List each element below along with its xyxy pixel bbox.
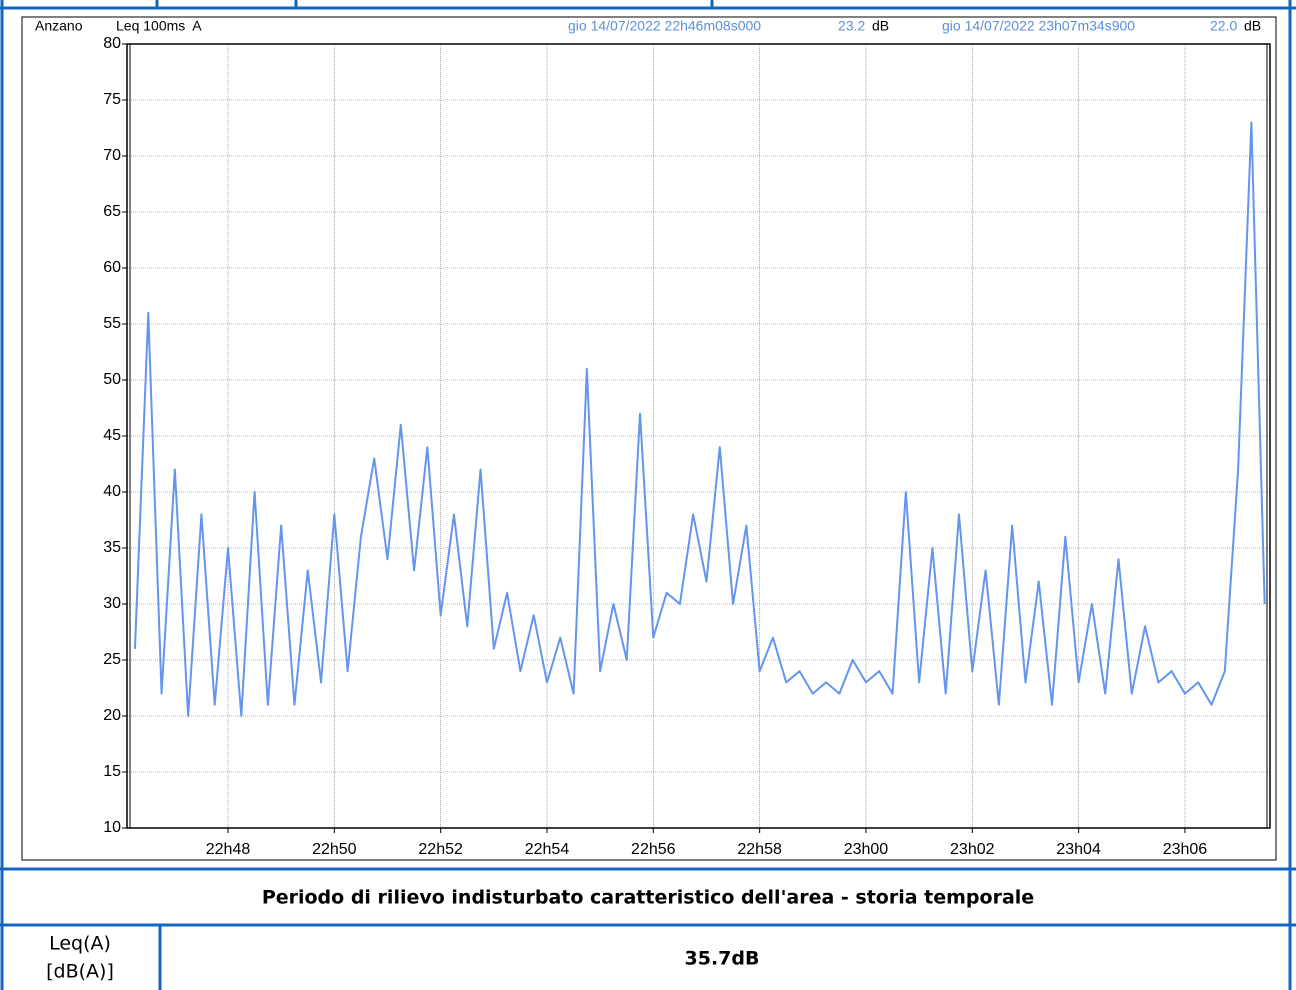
y-tick-label: 65 (103, 203, 121, 220)
y-tick-label: 50 (103, 371, 121, 388)
cursor-level: 22.0 (1210, 18, 1237, 34)
y-tick-label: 25 (103, 651, 121, 668)
y-tick-label: 40 (103, 483, 121, 500)
chart-subtitle: Leq 100ms A (116, 18, 202, 34)
x-tick-label: 22h52 (418, 841, 463, 858)
x-tick-label: 23h02 (950, 841, 995, 858)
y-tick-label: 35 (103, 539, 121, 556)
y-tick-label: 75 (103, 91, 121, 108)
table-value: 35.7dB (685, 948, 760, 970)
plot-border (126, 43, 1271, 829)
y-tick-label: 55 (103, 315, 121, 332)
cursor-level: 23.2 (838, 18, 865, 34)
y-tick-label: 20 (103, 707, 121, 724)
caption: Periodo di rilievo indisturbato caratter… (262, 887, 1034, 909)
cursor-unit: dB (872, 18, 889, 34)
x-tick-label: 23h00 (844, 841, 889, 858)
table-label: Leq(A) (49, 933, 111, 955)
y-tick-label: 70 (103, 147, 121, 164)
x-tick-label: 22h56 (631, 841, 676, 858)
x-tick-label: 22h54 (525, 841, 570, 858)
table-label: [dB(A)] (46, 961, 114, 983)
x-tick-label: 23h06 (1163, 841, 1208, 858)
y-tick-label: 15 (103, 763, 121, 780)
data-line (133, 121, 1266, 717)
y-tick-label: 30 (103, 595, 121, 612)
x-tick-label: 22h48 (206, 841, 251, 858)
y-tick-label: 45 (103, 427, 121, 444)
x-tick-label: 22h58 (737, 841, 782, 858)
cursor-unit: dB (1244, 18, 1261, 34)
x-tick-label: 23h04 (1056, 841, 1101, 858)
chart-frame (21, 16, 1277, 861)
y-tick-label: 80 (103, 35, 121, 52)
chart-title: Anzano (35, 18, 83, 34)
cursor-time: gio 14/07/2022 23h07m34s900 (942, 18, 1135, 34)
x-tick-label: 22h50 (312, 841, 357, 858)
y-tick-label: 10 (103, 819, 121, 836)
cursor-time: gio 14/07/2022 22h46m08s000 (568, 18, 761, 34)
y-tick-label: 60 (103, 259, 121, 276)
